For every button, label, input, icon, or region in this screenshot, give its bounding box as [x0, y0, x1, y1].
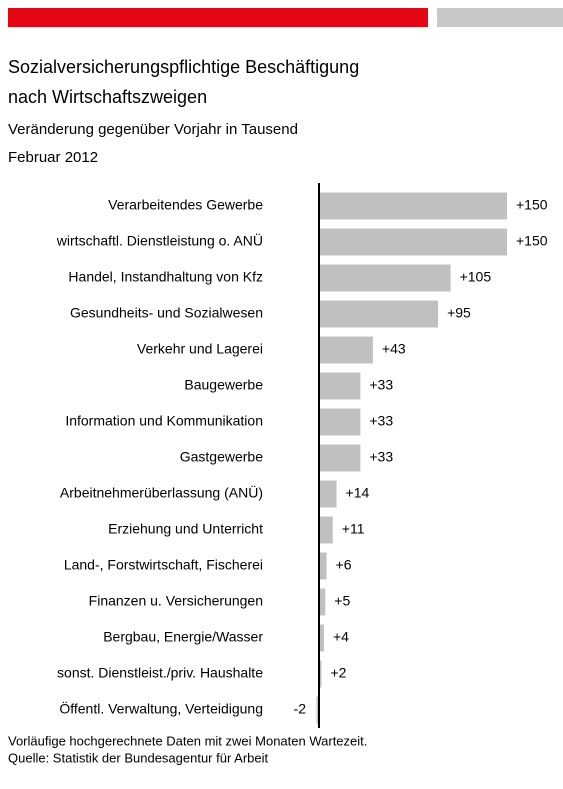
- bar: [319, 588, 326, 616]
- chart-title: Sozialversicherungspflichtige Beschäftig…: [8, 57, 359, 77]
- value-label: +95: [447, 305, 471, 321]
- category-label: Verarbeitendes Gewerbe: [108, 197, 263, 213]
- bar: [319, 264, 451, 292]
- category-label: Arbeitnehmerüberlassung (ANÜ): [60, 484, 263, 501]
- category-label: Land-, Forstwirtschaft, Fischerei: [64, 557, 263, 573]
- category-label: Baugewerbe: [184, 377, 263, 393]
- chart-title: nach Wirtschaftszweigen: [8, 87, 207, 107]
- category-label: Bergbau, Energie/Wasser: [103, 629, 263, 645]
- category-label: wirtschaftl. Dienstleistung o. ANÜ: [56, 232, 263, 249]
- subtitle: Veränderung gegenüber Vorjahr in Tausend: [8, 121, 298, 138]
- bar: [319, 228, 507, 256]
- value-label: +4: [333, 629, 349, 645]
- category-label: Handel, Instandhaltung von Kfz: [68, 269, 263, 285]
- value-label: +33: [369, 449, 393, 465]
- category-label: Verkehr und Lagerei: [137, 341, 263, 357]
- category-label: Erziehung und Unterricht: [108, 521, 263, 537]
- value-label: +11: [342, 521, 365, 537]
- value-label: +5: [334, 593, 350, 609]
- bar: [319, 336, 373, 364]
- value-label: +14: [346, 485, 370, 501]
- bar: [319, 444, 361, 472]
- bar: [319, 552, 327, 580]
- bar: [319, 372, 361, 400]
- note: Vorläufige hochgerechnete Daten mit zwei…: [8, 733, 367, 748]
- note: Quelle: Statistik der Bundesagentur für …: [8, 750, 269, 765]
- category-label: Gastgewerbe: [180, 449, 263, 465]
- category-label: Finanzen u. Versicherungen: [89, 593, 263, 609]
- header-bar: [437, 8, 563, 27]
- bar: [319, 624, 325, 652]
- category-label: Gesundheits- und Sozialwesen: [70, 305, 263, 321]
- value-label: +43: [382, 341, 406, 357]
- category-label: Öffentl. Verwaltung, Verteidigung: [59, 700, 263, 717]
- bar: [319, 300, 439, 328]
- category-label: Information und Kommunikation: [65, 413, 263, 429]
- value-label: +33: [369, 377, 393, 393]
- date: Februar 2012: [8, 149, 98, 166]
- header-bar: [8, 8, 428, 27]
- bar: [319, 516, 333, 544]
- value-label: +150: [516, 233, 548, 249]
- category-label: sonst. Dienstleist./priv. Haushalte: [57, 665, 263, 681]
- bar: [319, 192, 507, 220]
- bar: [319, 660, 322, 688]
- value-label: +105: [460, 269, 492, 285]
- value-label: +150: [516, 197, 548, 213]
- value-label: +2: [331, 665, 347, 681]
- value-label: -2: [294, 701, 307, 717]
- bar: [319, 480, 337, 508]
- bar: [316, 696, 319, 724]
- bar: [319, 408, 361, 436]
- value-label: +6: [336, 557, 352, 573]
- value-label: +33: [369, 413, 393, 429]
